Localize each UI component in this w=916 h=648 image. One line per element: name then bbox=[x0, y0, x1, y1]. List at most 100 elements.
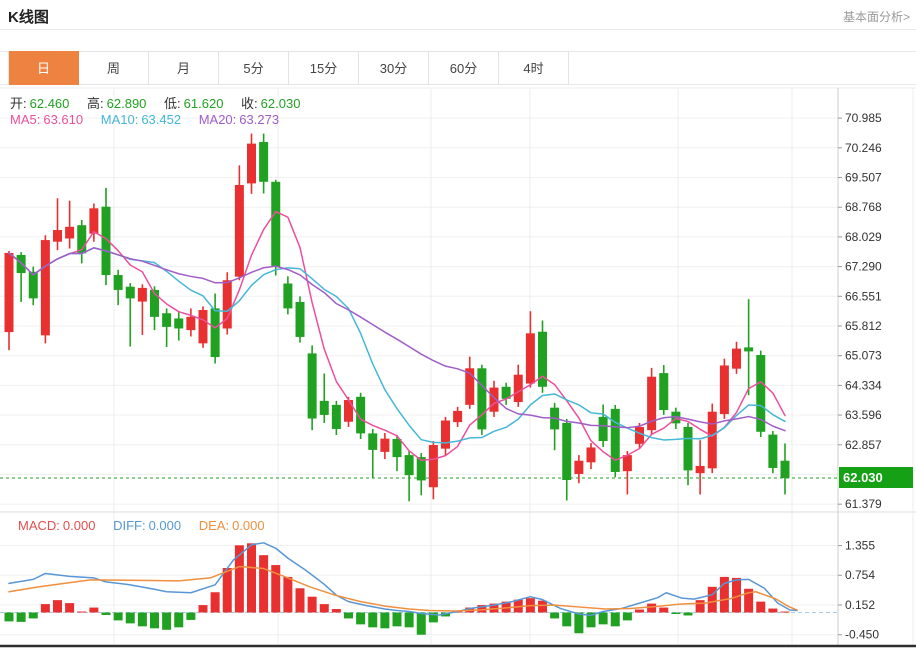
page-title: K线图 bbox=[8, 9, 49, 26]
macd-hist-bar bbox=[174, 612, 184, 628]
candle-body bbox=[453, 410, 463, 423]
macd-hist-bar bbox=[53, 600, 62, 613]
candle-body bbox=[501, 386, 511, 399]
candle-body bbox=[683, 426, 693, 471]
candle-body bbox=[174, 318, 184, 329]
fundamental-analysis-link[interactable]: 基本面分析> bbox=[842, 10, 910, 24]
candle-body bbox=[441, 420, 450, 449]
macd-hist-bar bbox=[101, 612, 111, 615]
macd-hist-bar bbox=[550, 612, 560, 619]
candle-body bbox=[477, 368, 487, 430]
price-axis-label: 67.290 bbox=[845, 260, 882, 274]
macd-hist-bar bbox=[671, 612, 681, 614]
macd-hist-bar bbox=[356, 612, 366, 625]
ma10-value: 63.452 bbox=[141, 112, 182, 127]
macd-hist-bar bbox=[598, 612, 608, 625]
candle-body bbox=[319, 400, 329, 415]
macd-label: MACD: bbox=[18, 518, 60, 533]
open-value: 62.460 bbox=[29, 96, 70, 111]
price-axis-label: 70.985 bbox=[845, 111, 882, 125]
candle-body bbox=[186, 316, 196, 331]
candle-body bbox=[732, 348, 741, 369]
candle-body bbox=[465, 368, 475, 405]
macd-axis-label: 0.754 bbox=[845, 568, 875, 582]
macd-hist-bar bbox=[780, 611, 790, 613]
macd-hist-bar bbox=[744, 588, 754, 613]
macd-axis-label: 0.152 bbox=[845, 598, 875, 612]
price-axis-label: 64.334 bbox=[845, 378, 882, 392]
ma20-label: MA20: bbox=[198, 112, 237, 127]
candle-body bbox=[101, 206, 111, 276]
macd-hist-bar bbox=[659, 607, 669, 613]
macd-hist-bar bbox=[538, 600, 547, 613]
high-value: 62.890 bbox=[106, 96, 147, 111]
macd-hist-bar bbox=[380, 612, 390, 629]
ma5-value: 63.610 bbox=[43, 112, 84, 127]
macd-hist-bar bbox=[234, 545, 244, 613]
candle-body bbox=[222, 280, 232, 329]
candle-body bbox=[562, 422, 572, 481]
macd-hist-bar bbox=[222, 568, 232, 613]
dea-line bbox=[8, 565, 798, 612]
candle-body bbox=[125, 286, 135, 299]
candle-body bbox=[198, 310, 208, 344]
macd-hist-bar bbox=[344, 612, 353, 619]
macd-hist-bar bbox=[259, 555, 269, 613]
candle-body bbox=[331, 404, 341, 429]
price-axis-label: 69.507 bbox=[845, 170, 882, 184]
candle-body bbox=[356, 396, 366, 434]
macd-hist-bar bbox=[210, 592, 220, 613]
candle-body bbox=[416, 457, 426, 481]
macd-hist-bar bbox=[331, 609, 341, 613]
tab-day[interactable]: 日 bbox=[9, 51, 79, 85]
tab-week[interactable]: 周 bbox=[79, 51, 149, 85]
candle-body bbox=[404, 455, 414, 476]
close-label: 收: bbox=[241, 96, 258, 111]
macd-hist-bar bbox=[768, 608, 778, 613]
dea-label: DEA: bbox=[198, 518, 230, 533]
candle-body bbox=[780, 460, 790, 478]
price-axis-label: 70.246 bbox=[845, 141, 882, 155]
tab-60min[interactable]: 60分 bbox=[429, 51, 499, 85]
candle-body bbox=[428, 445, 438, 488]
candle-body bbox=[210, 308, 220, 358]
macd-legend: MACD: 0.000 DIFF: 0.000 DEA: 0.000 bbox=[18, 518, 279, 533]
macd-hist-bar bbox=[416, 612, 426, 635]
candle-body bbox=[719, 365, 729, 415]
macd-value: 0.000 bbox=[62, 518, 96, 533]
candle-body bbox=[4, 252, 14, 333]
tab-month[interactable]: 月 bbox=[149, 51, 219, 85]
ma20-value: 63.273 bbox=[239, 112, 280, 127]
tab-15min[interactable]: 15分 bbox=[289, 51, 359, 85]
ma5-line bbox=[8, 210, 786, 461]
widget-header: K线图 基本面分析> bbox=[0, 0, 916, 30]
macd-hist-bar bbox=[28, 612, 38, 619]
macd-hist-bar bbox=[271, 565, 281, 613]
macd-hist-bar bbox=[283, 576, 293, 613]
candle-body bbox=[40, 240, 50, 336]
candle-body bbox=[65, 226, 75, 239]
high-label: 高: bbox=[87, 96, 104, 111]
macd-hist-bar bbox=[501, 601, 511, 613]
price-axis-label: 61.379 bbox=[845, 497, 882, 511]
ma10-line bbox=[8, 247, 786, 444]
candle-body bbox=[113, 275, 123, 290]
diff-line bbox=[8, 542, 798, 617]
macd-hist-bar bbox=[319, 604, 329, 613]
tab-5min[interactable]: 5分 bbox=[219, 51, 289, 85]
candle-body bbox=[707, 411, 717, 469]
tab-30min[interactable]: 30分 bbox=[359, 51, 429, 85]
tab-4hour[interactable]: 4时 bbox=[499, 51, 569, 85]
macd-hist-bar bbox=[186, 612, 196, 620]
candle-body bbox=[150, 289, 159, 317]
macd-hist-bar bbox=[65, 603, 75, 613]
low-label: 低: bbox=[164, 96, 181, 111]
candle-body bbox=[768, 434, 778, 468]
macd-axis-label: 1.355 bbox=[845, 539, 875, 553]
candle-body bbox=[247, 143, 256, 184]
candle-body bbox=[283, 283, 293, 309]
candle-body bbox=[635, 426, 644, 444]
macd-hist-bar bbox=[719, 576, 729, 613]
